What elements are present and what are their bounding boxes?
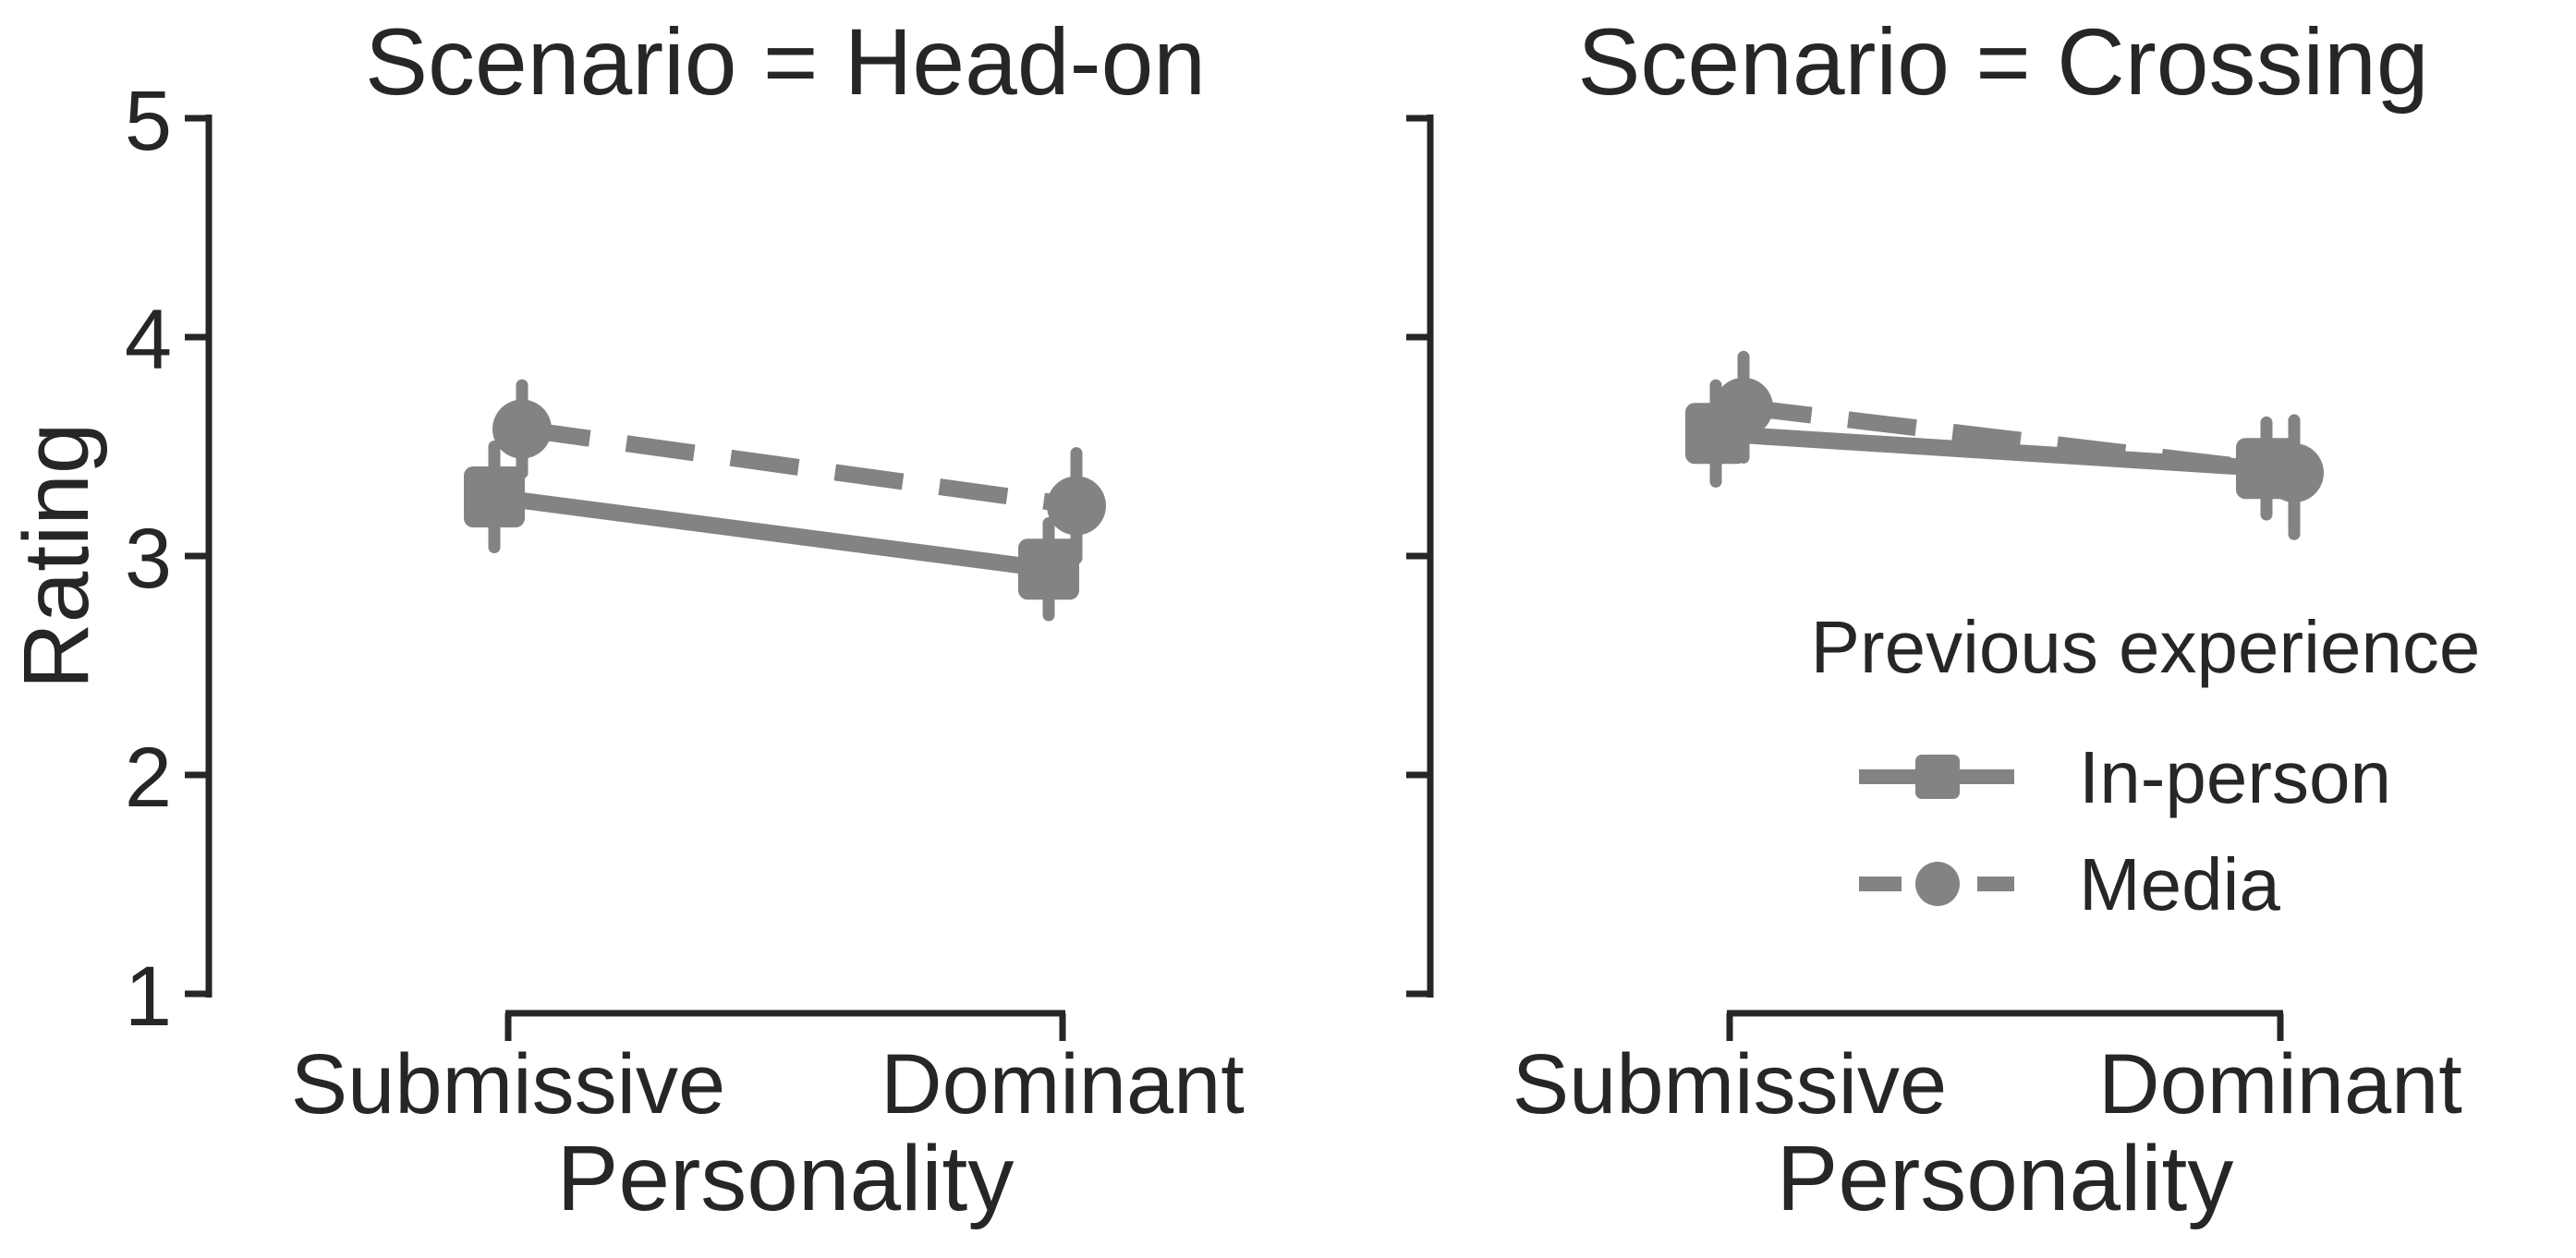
marker-circle (1047, 476, 1106, 536)
legend-title: Previous experience (1811, 606, 2481, 688)
y-axis-title: Rating (5, 422, 108, 689)
legend-item-label: Media (2079, 843, 2280, 925)
legend-item-media: Media (1859, 843, 2280, 925)
y-tick-label: 1 (125, 950, 172, 1044)
series-line-media (520, 420, 1078, 514)
marker-circle (2265, 442, 2324, 502)
x-tick-label: Submissive (291, 1037, 725, 1131)
x-axis-title: Personality (1777, 1127, 2234, 1230)
panel-title: Scenario = Head-on (365, 9, 1206, 115)
legend-item-in-person: In-person (1859, 736, 2391, 818)
circle-marker-icon (1915, 862, 1960, 906)
y-axis (1406, 115, 1434, 998)
x-tick-label: Dominant (2098, 1037, 2462, 1131)
series-line-media (1742, 398, 2296, 481)
panel-head-on: Scenario = Head-on 5 4 3 2 1 Rating Subm… (5, 9, 1245, 1230)
x-axis-title: Personality (557, 1127, 1015, 1230)
y-tick-label: 2 (125, 731, 172, 825)
x-tick-label: Dominant (881, 1037, 1245, 1131)
y-axis: 5 4 3 2 1 Rating (5, 74, 213, 1044)
series-line-in-person (492, 489, 1051, 578)
series-layer-1 (1685, 350, 2324, 540)
x-axis: Submissive Dominant Personality (1513, 1010, 2462, 1230)
y-tick-label: 5 (125, 74, 172, 168)
marker-square (1018, 538, 1079, 600)
legend-item-label: In-person (2079, 736, 2391, 818)
y-tick-label: 3 (125, 512, 172, 606)
series-layer-0 (464, 379, 1106, 622)
x-axis: Submissive Dominant Personality (291, 1010, 1245, 1230)
panel-crossing: Scenario = Crossing Submissive Dominant … (1406, 9, 2462, 1230)
marker-square (464, 466, 525, 528)
x-tick-label: Submissive (1513, 1037, 1947, 1131)
marker-circle (492, 399, 552, 459)
marker-circle (1714, 377, 1773, 437)
square-marker-icon (1915, 755, 1960, 799)
legend: Previous experience In-person Media (1811, 606, 2481, 925)
panel-title: Scenario = Crossing (1577, 9, 2428, 115)
y-tick-label: 4 (125, 293, 172, 387)
